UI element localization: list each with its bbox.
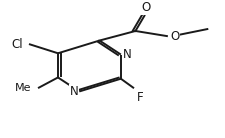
Text: F: F bbox=[136, 91, 143, 104]
Text: Me: Me bbox=[14, 83, 31, 93]
Text: Cl: Cl bbox=[11, 38, 23, 51]
Text: N: N bbox=[69, 85, 78, 98]
Text: O: O bbox=[140, 1, 150, 14]
Text: O: O bbox=[169, 30, 179, 43]
Text: N: N bbox=[123, 48, 131, 61]
